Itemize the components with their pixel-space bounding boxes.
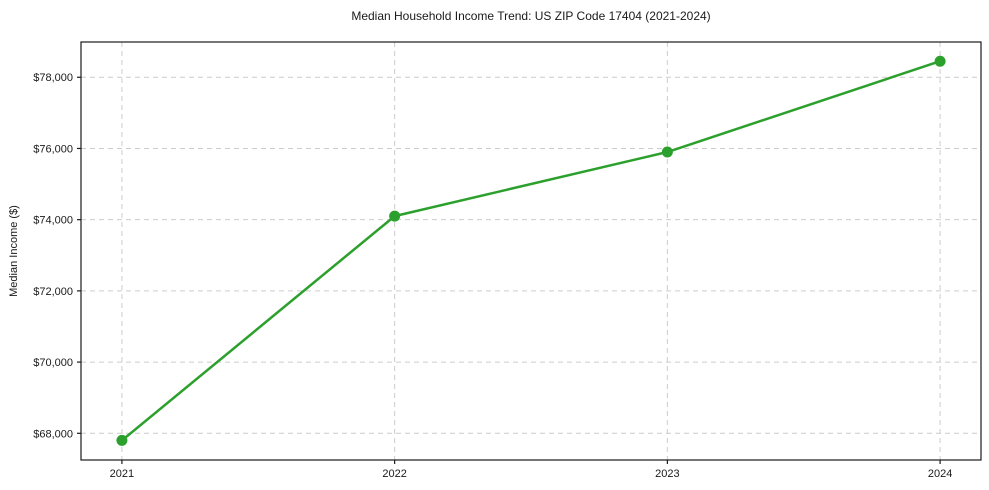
y-tick-label: $76,000 [33, 143, 73, 155]
x-tick-label: 2023 [655, 468, 679, 480]
data-point [934, 55, 946, 67]
y-tick-label: $68,000 [33, 428, 73, 440]
y-tick-label: $74,000 [33, 215, 73, 227]
data-point [116, 434, 128, 446]
trend-line [120, 59, 942, 442]
x-tick-label: 2022 [382, 468, 406, 480]
x-tick-label: 2021 [110, 468, 134, 480]
chart-title: Median Household Income Trend: US ZIP Co… [351, 9, 711, 23]
plot-border [80, 41, 982, 461]
y-tick-label: $70,000 [33, 357, 73, 369]
x-tick-label: 2024 [928, 468, 952, 480]
data-point [389, 210, 401, 222]
data-point [661, 146, 673, 158]
y-tick-label: $72,000 [33, 286, 73, 298]
y-tick-label: $78,000 [33, 72, 73, 84]
